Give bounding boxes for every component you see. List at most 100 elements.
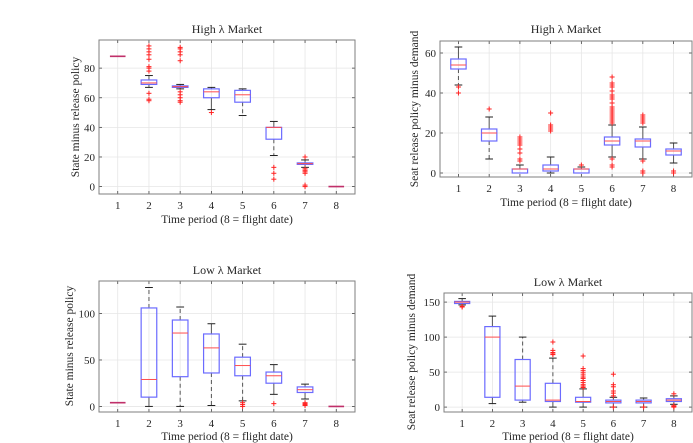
box-6 xyxy=(605,371,622,410)
outlier-marker xyxy=(146,90,152,96)
box-3 xyxy=(171,306,189,407)
outlier-marker xyxy=(302,182,308,188)
x-tick-label: 8 xyxy=(671,183,677,195)
y-axis-label: Seat release policy minus demand xyxy=(409,31,421,188)
box-8 xyxy=(665,142,682,176)
outlier-marker xyxy=(671,168,677,174)
panel-low-state: Low λ Market Time period (8 = flight dat… xyxy=(64,263,356,443)
outlier-marker xyxy=(548,122,554,128)
x-tick-label: 7 xyxy=(640,183,646,195)
x-tick-label: 2 xyxy=(146,418,152,430)
box-5 xyxy=(573,162,590,174)
y-tick-label: 80 xyxy=(84,63,96,75)
box-iqr xyxy=(574,396,592,403)
y-tick-label: 0 xyxy=(90,401,96,413)
box-5 xyxy=(574,353,592,408)
box-iqr xyxy=(234,89,252,103)
y-tick-label: 60 xyxy=(84,93,96,105)
chart-title: Low λ Market xyxy=(193,263,262,277)
outlier-marker xyxy=(548,110,554,116)
box-3 xyxy=(171,44,189,105)
outlier-marker xyxy=(671,391,677,397)
y-tick-label: 100 xyxy=(424,332,441,344)
box-3 xyxy=(514,336,531,403)
outlier-marker xyxy=(610,388,616,394)
outlier-marker xyxy=(455,84,461,90)
panel-high-state: High λ Market Time period (8 = flight da… xyxy=(70,22,356,226)
box-5 xyxy=(234,88,252,117)
outlier-marker xyxy=(640,168,646,174)
y-tick-label: 40 xyxy=(425,88,437,100)
chart-title: High λ Market xyxy=(192,22,263,36)
box-2 xyxy=(140,43,158,104)
chart-title: High λ Market xyxy=(531,22,602,36)
x-tick-label: 5 xyxy=(240,418,246,430)
grid xyxy=(99,281,355,412)
outlier-marker xyxy=(578,162,584,168)
outlier-marker xyxy=(146,56,152,62)
y-axis-label: State minus release policy xyxy=(70,57,82,178)
outlier-marker xyxy=(580,366,586,372)
x-tick-label: 1 xyxy=(459,418,465,430)
outlier-marker xyxy=(640,158,646,164)
x-axis-label: Time period (8 = flight date) xyxy=(161,214,293,226)
outlier-marker xyxy=(271,170,277,176)
x-tick-label: 2 xyxy=(490,418,496,430)
box-4 xyxy=(202,86,220,116)
y-tick-label: 50 xyxy=(429,367,441,379)
x-tick-label: 7 xyxy=(641,418,647,430)
x-axis-label: Time period (8 = flight date) xyxy=(500,197,632,209)
x-tick-label: 3 xyxy=(177,200,183,212)
outlier-marker xyxy=(177,44,183,50)
box-iqr xyxy=(514,358,531,401)
box-iqr xyxy=(544,382,562,403)
x-tick-label: 5 xyxy=(580,418,586,430)
box-3 xyxy=(511,134,529,174)
outlier-marker xyxy=(609,74,615,80)
axes-frame xyxy=(443,292,693,413)
box-2 xyxy=(484,315,501,405)
box-iqr xyxy=(265,371,283,384)
grid xyxy=(444,293,692,412)
box-1 xyxy=(453,298,471,310)
box-4 xyxy=(202,323,220,406)
box-iqr xyxy=(484,326,501,398)
box-7 xyxy=(296,154,314,190)
box-iqr xyxy=(480,128,498,142)
box-iqr xyxy=(634,138,652,148)
x-tick-label: 6 xyxy=(271,200,277,212)
x-tick-label: 4 xyxy=(209,418,215,430)
x-tick-label: 1 xyxy=(115,418,121,430)
axes-frame xyxy=(98,39,356,195)
y-tick-label: 0 xyxy=(435,402,441,414)
outlier-marker xyxy=(671,403,677,409)
x-tick-label: 5 xyxy=(579,183,585,195)
outlier-marker xyxy=(486,106,492,112)
chart-title: Low λ Market xyxy=(534,275,603,289)
box-4 xyxy=(542,110,559,174)
x-axis-label: Time period (8 = flight date) xyxy=(502,431,634,443)
y-tick-label: 20 xyxy=(425,128,437,140)
x-tick-label: 3 xyxy=(517,183,523,195)
y-tick-label: 20 xyxy=(84,152,96,164)
outlier-marker xyxy=(610,404,616,410)
outlier-marker xyxy=(208,110,214,116)
x-tick-label: 3 xyxy=(177,418,183,430)
box-2 xyxy=(140,287,158,407)
outlier-marker xyxy=(550,339,556,345)
outlier-marker xyxy=(580,353,586,359)
box-2 xyxy=(480,106,498,160)
y-tick-label: 60 xyxy=(425,48,437,60)
y-axis-label: State minus release policy xyxy=(64,286,76,407)
box-iqr xyxy=(234,356,252,377)
outlier-marker xyxy=(517,134,523,140)
x-tick-label: 6 xyxy=(609,183,615,195)
panel-low-seat: Low λ Market Time period (8 = flight dat… xyxy=(406,274,693,443)
box-6 xyxy=(265,120,283,182)
box-iqr xyxy=(450,58,467,70)
y-tick-label: 50 xyxy=(84,355,96,367)
box-7 xyxy=(296,383,314,408)
outlier-marker xyxy=(302,400,308,406)
outlier-marker xyxy=(609,156,615,162)
box-6 xyxy=(603,74,621,170)
